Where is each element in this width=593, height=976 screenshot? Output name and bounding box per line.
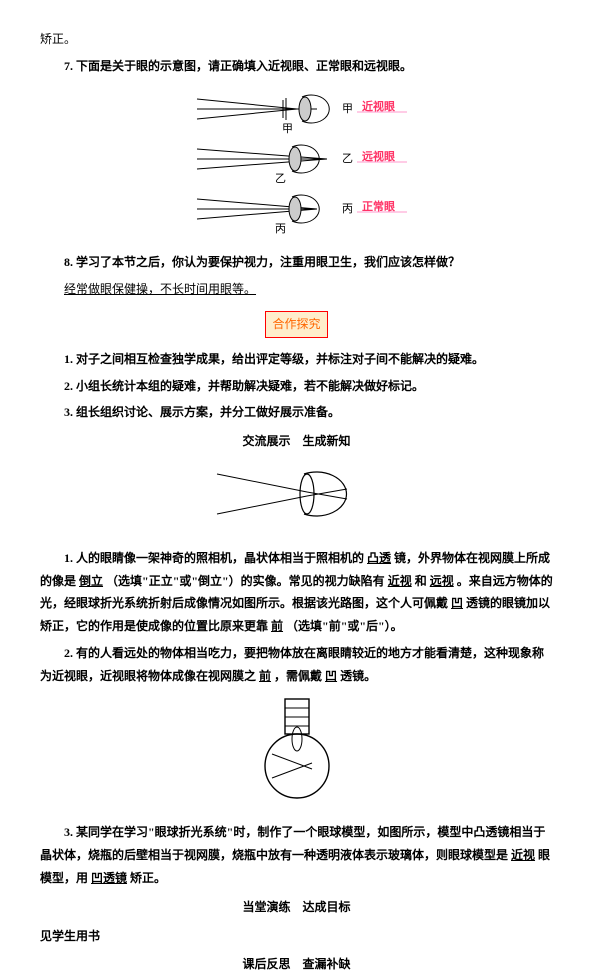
see-student-book: 见学生用书 xyxy=(40,925,553,948)
p1-a5: 凹 xyxy=(451,596,463,610)
p2-t3: 透镜。 xyxy=(340,669,376,683)
p3-a2: 凹透镜 xyxy=(91,871,127,885)
p1-t1: 人的眼睛像一架神奇的照相机，晶状体相当于照相机的 xyxy=(76,551,364,565)
lens-diagram xyxy=(40,459,553,537)
p2-a1: 前 xyxy=(259,669,271,683)
eye-diagram: 甲 甲 近视眼 乙 乙 远视眼 丙 丙 正常眼 xyxy=(40,84,553,242)
svg-text:乙: 乙 xyxy=(275,172,286,185)
eye-row-a: 甲 甲 近视眼 xyxy=(197,95,407,135)
question-7: 7. 下面是关于眼的示意图，请正确填入近视眼、正常眼和远视眼。 xyxy=(40,55,553,78)
p3-t3: 矫正。 xyxy=(130,871,166,885)
coop-1: 1. 对子之间相互检查独学成果，给出评定等级，并标注对子间不能解决的疑难。 xyxy=(40,348,553,371)
svg-text:丙: 丙 xyxy=(275,223,286,234)
svg-text:近视眼: 近视眼 xyxy=(362,99,395,113)
paragraph-1: 1. 人的眼睛像一架神奇的照相机，晶状体相当于照相机的 凸透 镜，外界物体在视网… xyxy=(40,547,553,638)
p1-t3: （选填"正立"或"倒立"）的实像。常见的视力缺陷有 xyxy=(106,574,385,588)
svg-text:乙: 乙 xyxy=(342,152,353,165)
subheading-exchange: 交流展示 生成新知 xyxy=(40,430,553,453)
svg-text:丙: 丙 xyxy=(342,203,353,215)
svg-text:甲: 甲 xyxy=(282,123,293,135)
p1-a1: 凸透 xyxy=(367,551,391,565)
q8-num: 8. xyxy=(64,255,73,269)
paragraph-2: 2. 有的人看远处的物体相当吃力，要把物体放在离眼睛较近的地方才能看清楚，这种现… xyxy=(40,642,553,688)
p2-t2: ，需佩戴 xyxy=(274,669,322,683)
lens-svg xyxy=(207,459,387,529)
question-8: 8. 学习了本节之后，你认为要保护视力，注重用眼卫生，我们应该怎样做？ xyxy=(40,251,553,274)
svg-text:正常眼: 正常眼 xyxy=(362,199,395,213)
subheading-reflect: 课后反思 查漏补缺 xyxy=(40,953,553,976)
section-cooperate: 合作探究 xyxy=(40,311,553,338)
p2-num: 2. xyxy=(64,646,73,660)
p1-t7: （选填"前"或"后"）。 xyxy=(286,619,403,633)
eye-svg: 甲 甲 近视眼 乙 乙 远视眼 丙 丙 正常眼 xyxy=(167,84,427,234)
coop-3: 3. 组长组织讨论、展示方案，并分工做好展示准备。 xyxy=(40,401,553,424)
p1-a3: 近视 xyxy=(388,574,412,588)
p1-num: 1. xyxy=(64,551,73,565)
p3-t1: 某同学在学习"眼球折光系统"时，制作了一个眼球模型，如图所示，模型中凸透镜相当于… xyxy=(40,825,545,862)
flask-svg xyxy=(242,694,352,804)
q7-text: 下面是关于眼的示意图，请正确填入近视眼、正常眼和远视眼。 xyxy=(76,59,412,73)
subheading-check: 当堂演练 达成目标 xyxy=(40,896,553,919)
paragraph-3: 3. 某同学在学习"眼球折光系统"时，制作了一个眼球模型，如图所示，模型中凸透镜… xyxy=(40,821,553,889)
p1-a2: 倒立 xyxy=(79,574,103,588)
coop-2: 2. 小组长统计本组的疑难，并帮助解决疑难，若不能解决做好标记。 xyxy=(40,375,553,398)
q8-answer-line: 经常做眼保健操，不长时间用眼等。 xyxy=(40,278,553,301)
p1-a4: 远视 xyxy=(430,574,454,588)
q8-text: 学习了本节之后，你认为要保护视力，注重用眼卫生，我们应该怎样做？ xyxy=(76,255,460,269)
cooperate-box: 合作探究 xyxy=(265,311,327,338)
p3-a1: 近视 xyxy=(511,848,535,862)
svg-text:甲: 甲 xyxy=(342,103,353,115)
flask-diagram xyxy=(40,694,553,812)
p3-num: 3. xyxy=(64,825,73,839)
top-fragment: 矫正。 xyxy=(40,28,553,51)
q7-num: 7. xyxy=(64,59,73,73)
svg-text:远视眼: 远视眼 xyxy=(362,149,395,163)
q8-answer: 经常做眼保健操，不长时间用眼等。 xyxy=(64,282,256,296)
eye-row-c: 丙 丙 正常眼 xyxy=(197,195,407,234)
p1-a6: 前 xyxy=(271,619,283,633)
p1-t4: 和 xyxy=(415,574,427,588)
eye-row-b: 乙 乙 远视眼 xyxy=(197,145,407,185)
p2-a2: 凹 xyxy=(325,669,337,683)
